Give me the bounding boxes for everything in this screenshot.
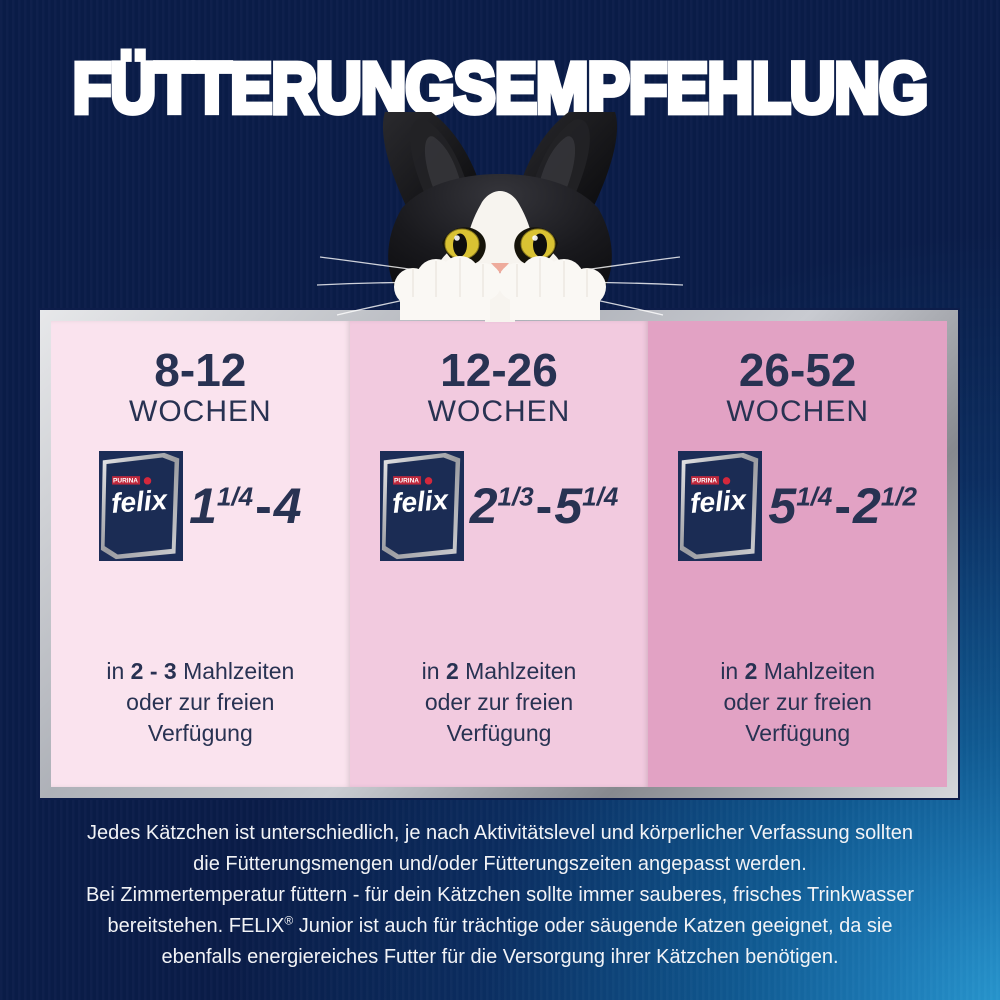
svg-text:felix: felix (690, 484, 749, 519)
svg-text:felix: felix (110, 484, 169, 519)
svg-text:PURINA: PURINA (394, 478, 419, 485)
svg-text:felix: felix (391, 484, 450, 519)
svg-text:PURINA: PURINA (113, 478, 138, 485)
svg-text:PURINA: PURINA (692, 478, 717, 485)
